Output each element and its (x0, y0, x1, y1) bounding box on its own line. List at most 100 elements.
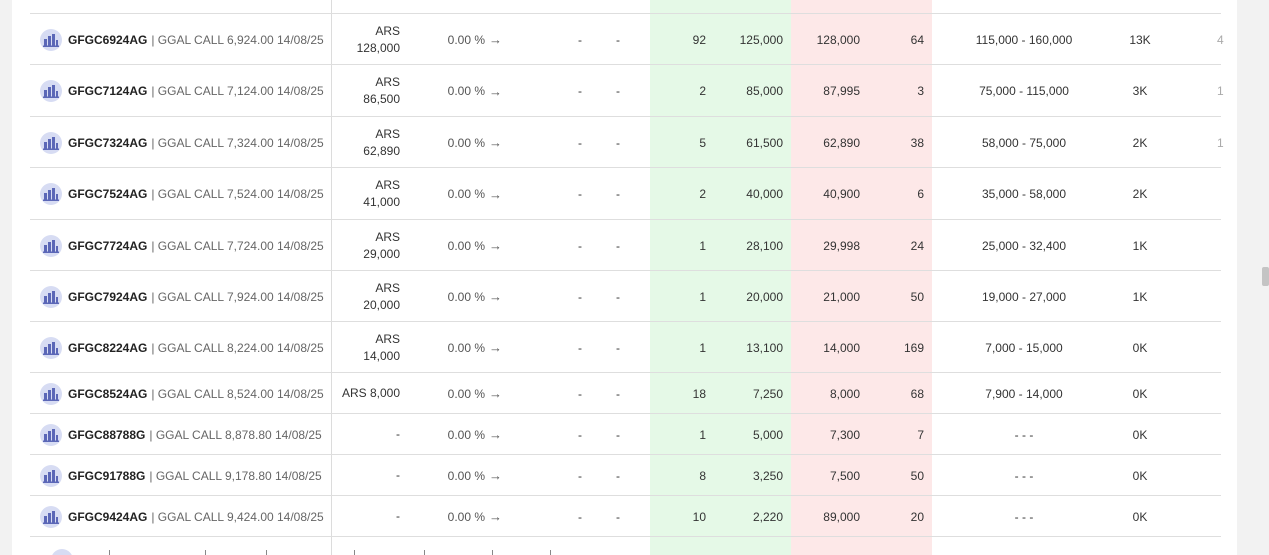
instrument-cell[interactable]: GFGC7924AG | GGAL CALL 7,924.00 14/08/25 (40, 271, 330, 322)
table-row[interactable]: GFGC8524AG | GGAL CALL 8,524.00 14/08/25… (12, 373, 1237, 414)
ask-price[interactable]: 128,000 (816, 32, 860, 47)
bid-price[interactable]: 28,100 (746, 238, 783, 253)
last-price: - (332, 455, 400, 496)
instrument-cell[interactable]: GFGC9424AG | GGAL CALL 9,424.00 14/08/25 (40, 496, 330, 537)
ticker-symbol[interactable]: GFGC91788G (68, 468, 146, 483)
bid-quantity[interactable]: 1 (699, 340, 706, 355)
volume: 2K (1132, 135, 1148, 150)
ask-price[interactable]: 14,000 (823, 340, 860, 355)
instrument-cell[interactable]: GFGC7324AG | GGAL CALL 7,324.00 14/08/25 (40, 117, 330, 168)
bid-quantity[interactable]: 1 (699, 427, 706, 442)
bid-price[interactable]: 3,250 (752, 468, 783, 483)
bid-price[interactable]: 20,000 (746, 289, 783, 304)
scrollbar-thumb[interactable] (1262, 267, 1269, 286)
ticker-symbol[interactable]: GFGC9424AG (68, 509, 148, 524)
bid-price[interactable]: 13,100 (746, 340, 783, 355)
table-row[interactable]: GFGC7924AG | GGAL CALL 7,924.00 14/08/25… (12, 271, 1237, 322)
ask-quantity[interactable]: 169 (903, 340, 924, 355)
ask-quantity[interactable]: 24 (910, 238, 924, 253)
bid-quantity[interactable]: 18 (692, 386, 706, 401)
bid-price[interactable]: 2,220 (752, 509, 783, 524)
instrument-description: | GGAL CALL 7,324.00 14/08/25 (151, 135, 324, 150)
sticky-column-divider (331, 0, 332, 555)
empty-value: - (616, 289, 620, 304)
bid-price[interactable]: 40,000 (746, 187, 783, 201)
ask-quantity[interactable]: 38 (910, 135, 924, 150)
instrument-cell[interactable]: GFGC91788G | GGAL CALL 9,178.80 14/08/25 (40, 455, 330, 496)
last-price-currency: - (396, 427, 400, 441)
bid-quantity[interactable]: 1 (699, 238, 706, 253)
ask-price[interactable]: 40,900 (823, 187, 860, 201)
ask-price[interactable]: 62,890 (823, 135, 860, 150)
table-row[interactable]: GFGC8224AG | GGAL CALL 8,224.00 14/08/25… (12, 322, 1237, 373)
empty-value: - (616, 386, 620, 401)
ask-quantity[interactable]: 68 (910, 386, 924, 401)
ticker-symbol[interactable]: GFGC88788G (68, 427, 146, 442)
ask-price[interactable]: 7,500 (829, 468, 860, 483)
table-row[interactable]: GFGC9424AG | GGAL CALL 9,424.00 14/08/25… (12, 496, 1237, 537)
bid-price[interactable]: 7,250 (752, 386, 783, 401)
ask-quantity[interactable]: 20 (910, 509, 924, 524)
ask-price[interactable]: 89,000 (823, 509, 860, 524)
table-row[interactable]: GFGC7524AG | GGAL CALL 7,524.00 14/08/25… (12, 168, 1237, 220)
ask-price[interactable]: 87,995 (823, 84, 860, 98)
table-row[interactable]: GFGC7124AG | GGAL CALL 7,124.00 14/08/25… (12, 65, 1237, 117)
instrument-cell[interactable]: GFGC8524AG | GGAL CALL 8,524.00 14/08/25 (40, 373, 330, 414)
instrument-cell[interactable]: GFGC6924AG | GGAL CALL 6,924.00 14/08/25 (40, 14, 330, 65)
row-divider (30, 116, 1221, 117)
ticker-symbol[interactable]: GFGC7124AG (68, 84, 148, 98)
bid-quantity[interactable]: 8 (699, 468, 706, 483)
bid-price[interactable]: 125,000 (739, 32, 783, 47)
ask-quantity[interactable]: 3 (917, 84, 924, 98)
table-row[interactable]: GFGC6924AG | GGAL CALL 6,924.00 14/08/25… (12, 14, 1237, 65)
ask-quantity[interactable]: 64 (910, 32, 924, 47)
change-percent: 0.00 % (447, 386, 485, 401)
table-row[interactable]: GFGC88788G | GGAL CALL 8,878.80 14/08/25… (12, 414, 1237, 455)
ticker-symbol[interactable]: GFGC6924AG (68, 32, 148, 47)
bid-quantity[interactable]: 5 (699, 135, 706, 150)
instrument-description: | GGAL CALL 7,724.00 14/08/25 (151, 238, 324, 253)
bid-quantity[interactable]: 2 (699, 84, 706, 98)
empty-value: - (578, 509, 582, 524)
bid-quantity[interactable]: 92 (692, 32, 706, 47)
ask-price[interactable]: 8,000 (829, 386, 860, 401)
ticker-symbol[interactable]: GFGC7724AG (68, 238, 148, 253)
ask-quantity[interactable]: 50 (910, 468, 924, 483)
table-row[interactable]: GFGC7724AG | GGAL CALL 7,724.00 14/08/25… (12, 220, 1237, 271)
ticker-symbol[interactable]: GFGC7524AG (68, 187, 148, 201)
ask-price[interactable]: 7,300 (829, 427, 860, 442)
arrow-right-icon: → (489, 186, 502, 202)
last-price-value: 41,000 (363, 195, 400, 209)
instrument-cell[interactable]: GFGC8224AG | GGAL CALL 8,224.00 14/08/25 (40, 322, 330, 373)
ask-quantity[interactable]: 6 (917, 187, 924, 201)
row-divider (30, 454, 1221, 455)
change-cell: 0.00 % → (422, 14, 502, 65)
ticker-symbol[interactable]: GFGC8524AG (68, 386, 148, 401)
bid-price[interactable]: 85,000 (746, 84, 783, 98)
table-row[interactable]: GFGC7324AG | GGAL CALL 7,324.00 14/08/25… (12, 117, 1237, 168)
bid-quantity[interactable]: 2 (699, 187, 706, 201)
change-cell: 0.00 % → (422, 271, 502, 322)
bid-quantity[interactable]: 1 (699, 289, 706, 304)
last-price-currency: ARS (375, 23, 400, 38)
building-icon (40, 183, 62, 205)
bid-quantity[interactable]: 10 (692, 509, 706, 524)
ask-quantity[interactable]: 7 (917, 427, 924, 442)
arrow-right-icon: → (489, 32, 502, 47)
ticker-symbol[interactable]: GFGC7324AG (68, 135, 148, 150)
ask-quantity[interactable]: 50 (910, 289, 924, 304)
ask-price[interactable]: 29,998 (823, 238, 860, 253)
arrow-right-icon: → (489, 135, 502, 150)
instrument-cell[interactable]: GFGC7724AG | GGAL CALL 7,724.00 14/08/25 (40, 220, 330, 271)
instrument-cell[interactable]: GFGC7124AG | GGAL CALL 7,124.00 14/08/25 (40, 65, 330, 117)
table-row[interactable]: GFGC91788G | GGAL CALL 9,178.80 14/08/25… (12, 455, 1237, 496)
instrument-cell[interactable]: GFGC88788G | GGAL CALL 8,878.80 14/08/25 (40, 414, 330, 455)
change-cell: 0.00 % → (422, 65, 502, 117)
ticker-symbol[interactable]: GFGC8224AG (68, 340, 148, 355)
bid-price[interactable]: 5,000 (752, 427, 783, 442)
bid-price[interactable]: 61,500 (746, 135, 783, 150)
volume: 0K (1132, 509, 1148, 524)
ticker-symbol[interactable]: GFGC7924AG (68, 289, 148, 304)
ask-price[interactable]: 21,000 (823, 289, 860, 304)
instrument-cell[interactable]: GFGC7524AG | GGAL CALL 7,524.00 14/08/25 (40, 168, 330, 220)
